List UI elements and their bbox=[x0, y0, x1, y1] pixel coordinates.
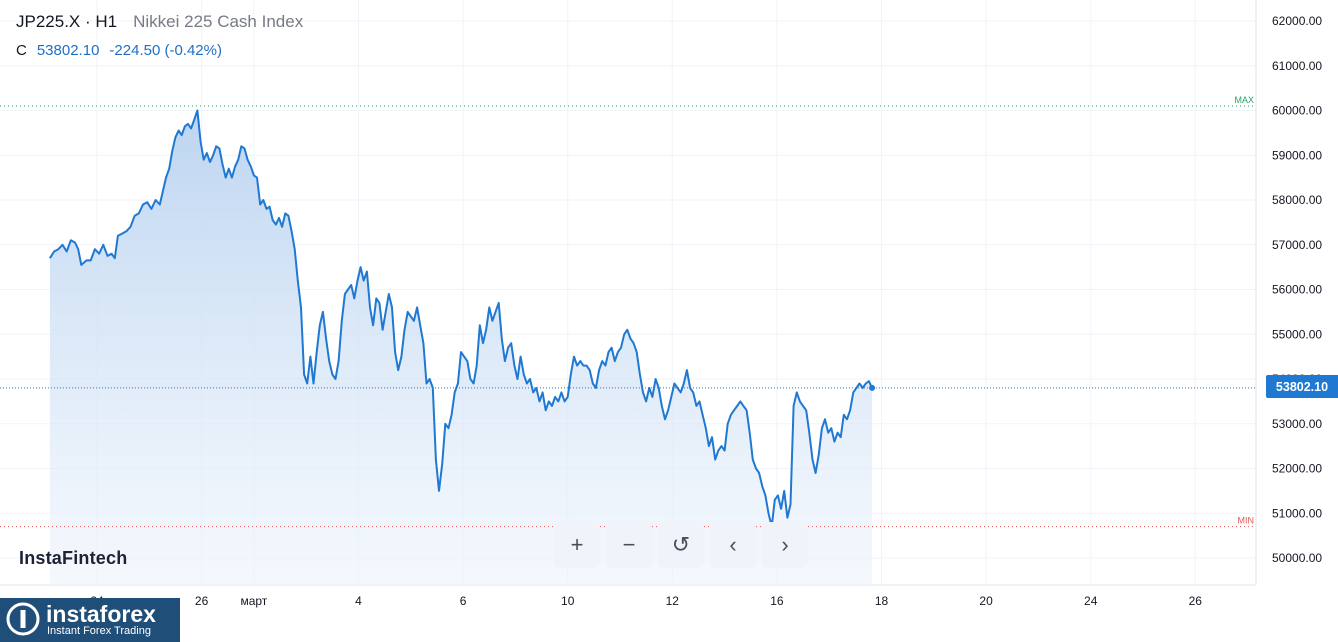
last-price: 53802.10 bbox=[36, 42, 100, 59]
x-tick-label: 12 bbox=[666, 594, 680, 608]
x-tick-label: 26 bbox=[195, 594, 209, 608]
logo-icon bbox=[6, 602, 40, 636]
y-tick-label: 55000.00 bbox=[1272, 327, 1322, 341]
zoom-in-button[interactable]: + bbox=[554, 522, 600, 568]
price-area bbox=[49, 110, 873, 585]
reset-button[interactable]: ↺ bbox=[658, 522, 704, 568]
y-tick-label: 57000.00 bbox=[1272, 238, 1322, 252]
plus-icon: + bbox=[570, 532, 584, 557]
x-tick-label: 6 bbox=[460, 594, 467, 608]
logo-name: instaforex bbox=[46, 601, 156, 627]
symbol-label: JP225.X · H1 bbox=[16, 12, 118, 31]
instrument-description: Nikkei 225 Cash Index bbox=[133, 12, 304, 31]
x-tick-label: 18 bbox=[875, 594, 889, 608]
scroll-left-button[interactable]: ‹ bbox=[710, 522, 756, 568]
reset-icon: ↺ bbox=[671, 532, 691, 557]
watermark: InstaFintech bbox=[19, 548, 128, 568]
x-tick-label: 16 bbox=[770, 594, 784, 608]
y-tick-label: 52000.00 bbox=[1272, 462, 1322, 476]
x-tick-label: март bbox=[240, 594, 267, 608]
y-tick-label: 50000.00 bbox=[1272, 551, 1322, 565]
chevron-left-icon: ‹ bbox=[729, 532, 737, 557]
x-tick-label: 4 bbox=[355, 594, 362, 608]
x-axis: 2426март4610121618202426 bbox=[90, 594, 1202, 608]
chart-header: JP225.X · H1 Nikkei 225 Cash Index C 538… bbox=[16, 12, 303, 59]
y-tick-label: 60000.00 bbox=[1272, 104, 1322, 118]
y-tick-label: 59000.00 bbox=[1272, 148, 1322, 162]
y-tick-label: 58000.00 bbox=[1272, 193, 1322, 207]
x-tick-label: 24 bbox=[1084, 594, 1098, 608]
instaforex-logo[interactable]: instaforex Instant Forex Trading bbox=[0, 598, 180, 642]
current-price-label: 53802.10 bbox=[1266, 375, 1338, 398]
scroll-right-button[interactable]: › bbox=[762, 522, 808, 568]
y-tick-label: 51000.00 bbox=[1272, 506, 1322, 520]
price-change: -224.50 (-0.42%) bbox=[109, 42, 222, 59]
y-tick-label: 61000.00 bbox=[1272, 59, 1322, 73]
chevron-right-icon: › bbox=[781, 532, 789, 557]
y-tick-label: 53000.00 bbox=[1272, 417, 1322, 431]
price-line bbox=[49, 109, 874, 528]
y-tick-label: 62000.00 bbox=[1272, 14, 1322, 28]
min-label: MIN bbox=[1238, 516, 1255, 526]
y-tick-label: 56000.00 bbox=[1272, 283, 1322, 297]
y-axis: 62000.00 61000.00 60000.00 59000.00 58000.00… bbox=[1272, 14, 1322, 565]
logo-tagline: Instant Forex Trading bbox=[47, 625, 151, 637]
x-tick-label: 10 bbox=[561, 594, 575, 608]
last-price-dot bbox=[869, 384, 876, 391]
x-tick-label: 26 bbox=[1189, 594, 1203, 608]
x-tick-label: 20 bbox=[979, 594, 993, 608]
max-label: MAX bbox=[1234, 95, 1254, 105]
minus-icon: − bbox=[622, 532, 636, 557]
chart-toolbar: + − ↺ ‹ › bbox=[554, 522, 808, 568]
zoom-out-button[interactable]: − bbox=[606, 522, 652, 568]
close-letter: C bbox=[16, 42, 27, 59]
